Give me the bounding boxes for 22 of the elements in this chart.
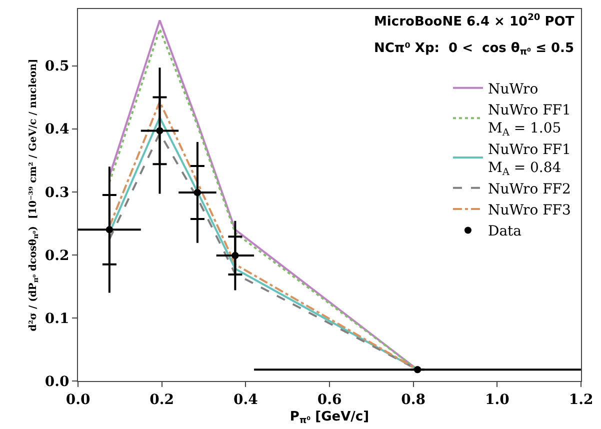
y-tick-label: 0.3 [44,184,70,201]
x-axis-title: P$_{π⁰}$ [GeV/c] [290,409,370,426]
x-tick-label: 0.4 [233,392,258,408]
x-tick-label: 1.0 [484,392,510,408]
y-tick-label: 0.2 [44,248,70,264]
legend-label: NuWro FF1 M$_{A}$ = 0.84 [488,142,571,178]
legend-label: NuWro FF1 M$_{A}$ = 1.05 [488,102,571,139]
x-tick-label: 0.2 [150,392,174,408]
annotation: MicroBooNE 6.4 × 10$^{20}$ POT [374,13,574,30]
legend-label: NuWro [488,81,538,98]
x-tick-label: 1.2 [568,392,594,408]
legend-label: Data [488,224,522,240]
annotation: NCπ⁰ Xp: 0 < cos θ$_{π⁰}$ ≤ 0.5 [374,41,574,58]
legend-label: NuWro FF3 [488,202,571,218]
legend-label: NuWro FF2 [488,181,571,198]
x-tick-label: 0.0 [66,392,90,408]
y-tick-label: 0.1 [44,310,70,327]
x-tick-label: 0.8 [401,392,426,408]
y-tick-label: 0.0 [44,374,70,390]
x-tick-label: 0.6 [317,392,342,408]
y-tick-label: 0.5 [44,58,70,75]
y-tick-label: 0.4 [44,122,70,138]
